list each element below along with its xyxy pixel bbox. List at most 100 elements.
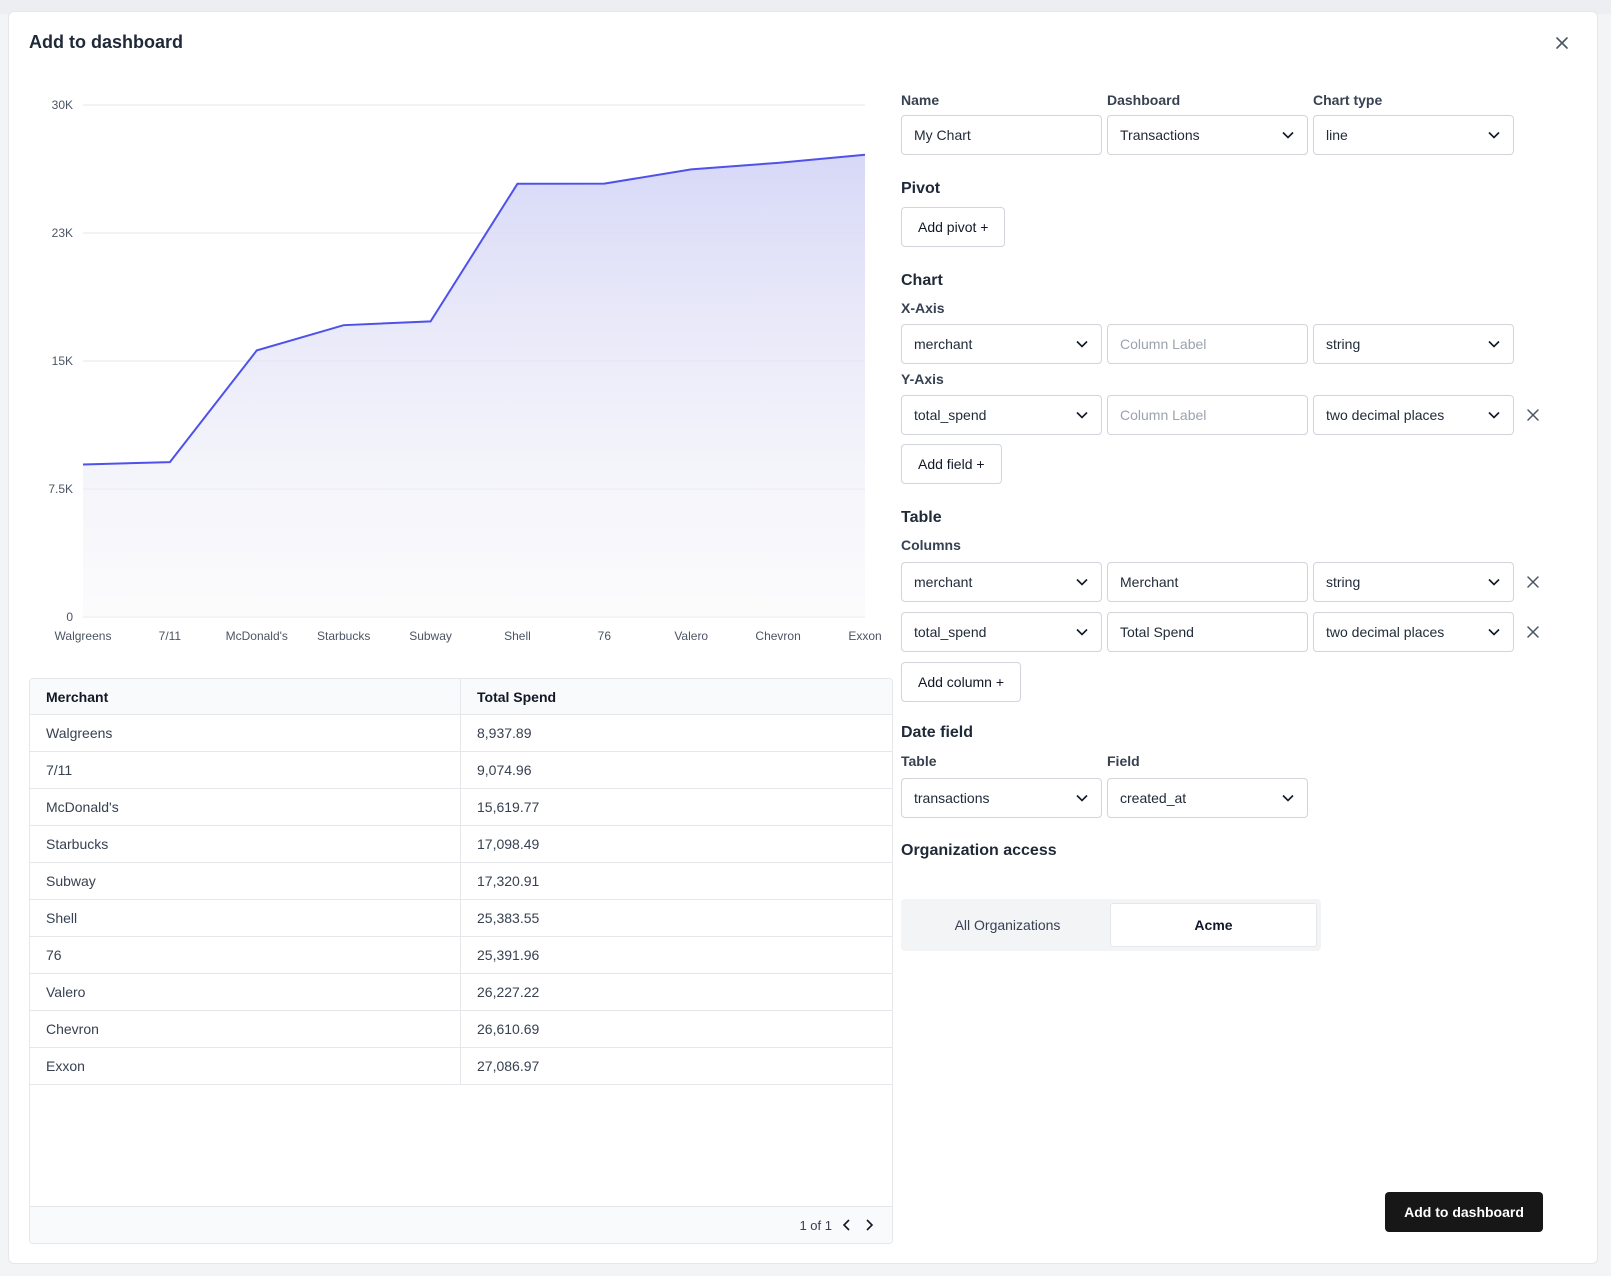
chart-type-select[interactable]: line [1313, 115, 1514, 155]
chevron-down-icon [1075, 625, 1089, 639]
cell-total-spend: 25,391.96 [477, 947, 540, 963]
add-to-dashboard-button[interactable]: Add to dashboard [1385, 1192, 1543, 1232]
cell-total-spend: 26,610.69 [477, 1021, 540, 1037]
y-tick-label: 0 [66, 610, 73, 624]
chart-config-form: Name Dashboard Chart type My Chart Trans… [901, 12, 1591, 1263]
chevron-down-icon [1487, 337, 1501, 351]
name-input[interactable]: My Chart [901, 115, 1102, 155]
y-axis-field-select[interactable]: total_spend [901, 395, 1102, 435]
table-section-title: Table [901, 509, 942, 526]
close-icon [1527, 409, 1539, 421]
cell-total-spend: 9,074.96 [477, 762, 532, 778]
pivot-section-title: Pivot [901, 180, 941, 197]
chevron-down-icon [1281, 791, 1295, 805]
y-axis-column-label-input[interactable]: Column Label [1107, 395, 1308, 435]
x-tick-label: McDonald's [226, 629, 288, 643]
close-icon [1527, 576, 1539, 588]
date-table-select[interactable]: transactions [901, 778, 1102, 818]
data-table: Merchant Total Spend Walgreens 8,937.89 … [29, 678, 893, 1244]
column-field-value: merchant [914, 574, 973, 590]
org-option-all[interactable]: All Organizations [954, 917, 1061, 933]
cell-merchant: Walgreens [30, 715, 461, 751]
chevron-down-icon [1487, 575, 1501, 589]
org-option-acme[interactable]: Acme [1110, 903, 1317, 947]
name-label: Name [901, 92, 940, 108]
date-field-section-title: Date field [901, 724, 974, 741]
column-field-select[interactable]: total_spend [901, 612, 1102, 652]
column-label-input[interactable]: Total Spend [1107, 612, 1308, 652]
cell-merchant: Shell [30, 900, 461, 936]
date-field-select[interactable]: created_at [1107, 778, 1308, 818]
y-axis-format-select[interactable]: two decimal places [1313, 395, 1514, 435]
date-table-label: Table [901, 753, 937, 769]
table-header: Merchant Total Spend [30, 679, 892, 715]
column-format-value: two decimal places [1326, 624, 1445, 640]
y-axis-format-value: two decimal places [1326, 407, 1445, 423]
date-field-value: created_at [1120, 790, 1187, 806]
column-label-input[interactable]: Merchant [1107, 562, 1308, 602]
close-icon [1556, 37, 1568, 49]
y-tick-label: 15K [52, 354, 73, 368]
org-access-toggle: All Organizations Acme [901, 899, 1321, 951]
add-field-button[interactable]: Add field + [901, 444, 1002, 484]
y-axis-label: Y-Axis [901, 371, 944, 387]
y-tick-label: 23K [52, 226, 73, 240]
column-format-value: string [1326, 574, 1361, 590]
cell-total-spend: 17,320.91 [477, 873, 540, 889]
column-format-select[interactable]: string [1313, 562, 1514, 602]
chevron-right-icon [866, 1219, 874, 1231]
chart-area: 0 7.5K 15K 23K 30K Walgreens 7/11 McDonald's Sta… [29, 92, 909, 662]
dashboard-label: Dashboard [1107, 92, 1181, 108]
chevron-down-icon [1075, 337, 1089, 351]
y-axis-column-label-placeholder: Column Label [1120, 407, 1207, 423]
chevron-down-icon [1487, 625, 1501, 639]
x-tick-label: Shell [504, 629, 531, 643]
area-fill [83, 154, 865, 618]
table-row: Walgreens 8,937.89 [30, 715, 892, 752]
table-pagination: 1 of 1 [30, 1206, 892, 1243]
name-input-value: My Chart [914, 127, 971, 143]
dashboard-select-value: Transactions [1120, 127, 1200, 143]
x-tick-label: Subway [409, 629, 452, 643]
cell-total-spend: 25,383.55 [477, 910, 540, 926]
chart-type-select-value: line [1326, 127, 1348, 143]
add-column-button[interactable]: Add column + [901, 662, 1021, 702]
add-pivot-button[interactable]: Add pivot + [901, 207, 1006, 247]
date-field-label: Field [1107, 753, 1140, 769]
remove-column-button[interactable] [1523, 572, 1543, 592]
x-tick-label: Chevron [755, 629, 800, 643]
remove-column-button[interactable] [1523, 622, 1543, 642]
chevron-down-icon [1075, 408, 1089, 422]
x-axis-format-select[interactable]: string [1313, 324, 1514, 364]
x-tick-label: Exxon [848, 629, 881, 643]
cell-merchant: McDonald's [30, 789, 461, 825]
prev-page-button[interactable] [840, 1218, 854, 1232]
x-tick-label: Starbucks [317, 629, 370, 643]
x-axis-column-label-input[interactable]: Column Label [1107, 324, 1308, 364]
table-row: Subway 17,320.91 [30, 863, 892, 900]
cell-total-spend: 17,098.49 [477, 836, 540, 852]
x-tick-label: Valero [674, 629, 708, 643]
cell-merchant: Subway [30, 863, 461, 899]
column-label-value: Merchant [1120, 574, 1179, 590]
chevron-left-icon [842, 1219, 850, 1231]
close-button[interactable] [1549, 30, 1575, 56]
column-format-select[interactable]: two decimal places [1313, 612, 1514, 652]
chevron-down-icon [1075, 791, 1089, 805]
x-tick-label: 76 [598, 629, 612, 643]
column-label-value: Total Spend [1120, 624, 1194, 640]
table-row: Chevron 26,610.69 [30, 1011, 892, 1048]
dashboard-select[interactable]: Transactions [1107, 115, 1308, 155]
x-axis-column-label-placeholder: Column Label [1120, 336, 1207, 352]
next-page-button[interactable] [862, 1218, 876, 1232]
x-axis-field-select[interactable]: merchant [901, 324, 1102, 364]
org-access-section-title: Organization access [901, 842, 1057, 859]
header-merchant: Merchant [30, 679, 461, 714]
chart-type-label: Chart type [1313, 92, 1383, 108]
y-tick-label: 30K [52, 98, 73, 112]
column-field-select[interactable]: merchant [901, 562, 1102, 602]
series-line [82, 153, 866, 466]
columns-label: Columns [901, 537, 961, 553]
remove-y-field-button[interactable] [1523, 405, 1543, 425]
cell-merchant: 7/11 [30, 752, 461, 788]
